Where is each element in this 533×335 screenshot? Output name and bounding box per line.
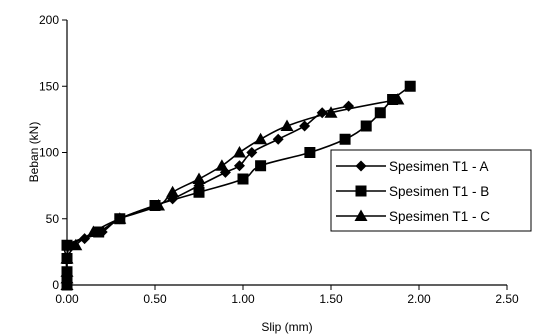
legend-entry: Spesimen T1 - B [336, 184, 489, 199]
data-point [299, 120, 311, 132]
data-point [152, 199, 166, 211]
y-tick-label: 150 [39, 79, 59, 93]
legend-marker [354, 209, 368, 221]
legend-marker [355, 160, 367, 172]
data-point [360, 120, 372, 132]
legend-label: Spesimen T1 - A [389, 159, 489, 174]
x-ticks: 0.00 0.50 1.00 1.50 2.00 2.50 [55, 285, 519, 306]
data-point [232, 146, 246, 158]
data-point [246, 147, 258, 158]
data-point [374, 107, 386, 119]
data-point [404, 80, 416, 92]
y-axis-title: Beban (kN) [27, 122, 41, 183]
data-point [255, 160, 267, 172]
x-tick-label: 2.50 [495, 292, 519, 306]
data-point [193, 186, 205, 198]
data-point [254, 132, 268, 145]
x-tick-label: 0.00 [55, 292, 79, 306]
x-tick-label: 1.50 [319, 292, 343, 306]
x-axis-title: Slip (mm) [261, 320, 312, 334]
data-point [387, 94, 399, 105]
data-point [280, 119, 294, 131]
data-point [391, 93, 405, 105]
legend: Spesimen T1 - A Spesimen T1 - B Spesimen T… [330, 149, 532, 232]
y-tick-label: 50 [46, 212, 60, 226]
legend-label: Spesimen T1 - C [389, 209, 490, 224]
y-tick-label: 0 [52, 278, 59, 292]
data-point [86, 225, 100, 237]
data-point [215, 159, 229, 171]
legend-entry: Spesimen T1 - C [336, 209, 490, 224]
data-point [339, 133, 351, 145]
data-point [192, 172, 206, 184]
x-tick-label: 2.00 [407, 292, 431, 306]
legend-marker [355, 185, 367, 197]
data-point [113, 212, 127, 224]
data-point [324, 106, 338, 118]
data-point [233, 160, 245, 172]
data-point [69, 238, 83, 251]
x-tick-label: 0.50 [143, 292, 167, 306]
legend-entry: Spesimen T1 - A [336, 159, 489, 174]
data-point [304, 147, 316, 158]
y-ticks: 0 50 100 150 200 [39, 13, 67, 292]
data-point [272, 133, 284, 145]
y-tick-label: 100 [39, 146, 59, 160]
y-tick-label: 200 [39, 13, 59, 27]
legend-label: Spesimen T1 - B [389, 184, 489, 199]
data-point [166, 185, 180, 198]
data-point [237, 173, 249, 185]
x-tick-label: 1.00 [231, 292, 255, 306]
data-point [93, 226, 105, 238]
